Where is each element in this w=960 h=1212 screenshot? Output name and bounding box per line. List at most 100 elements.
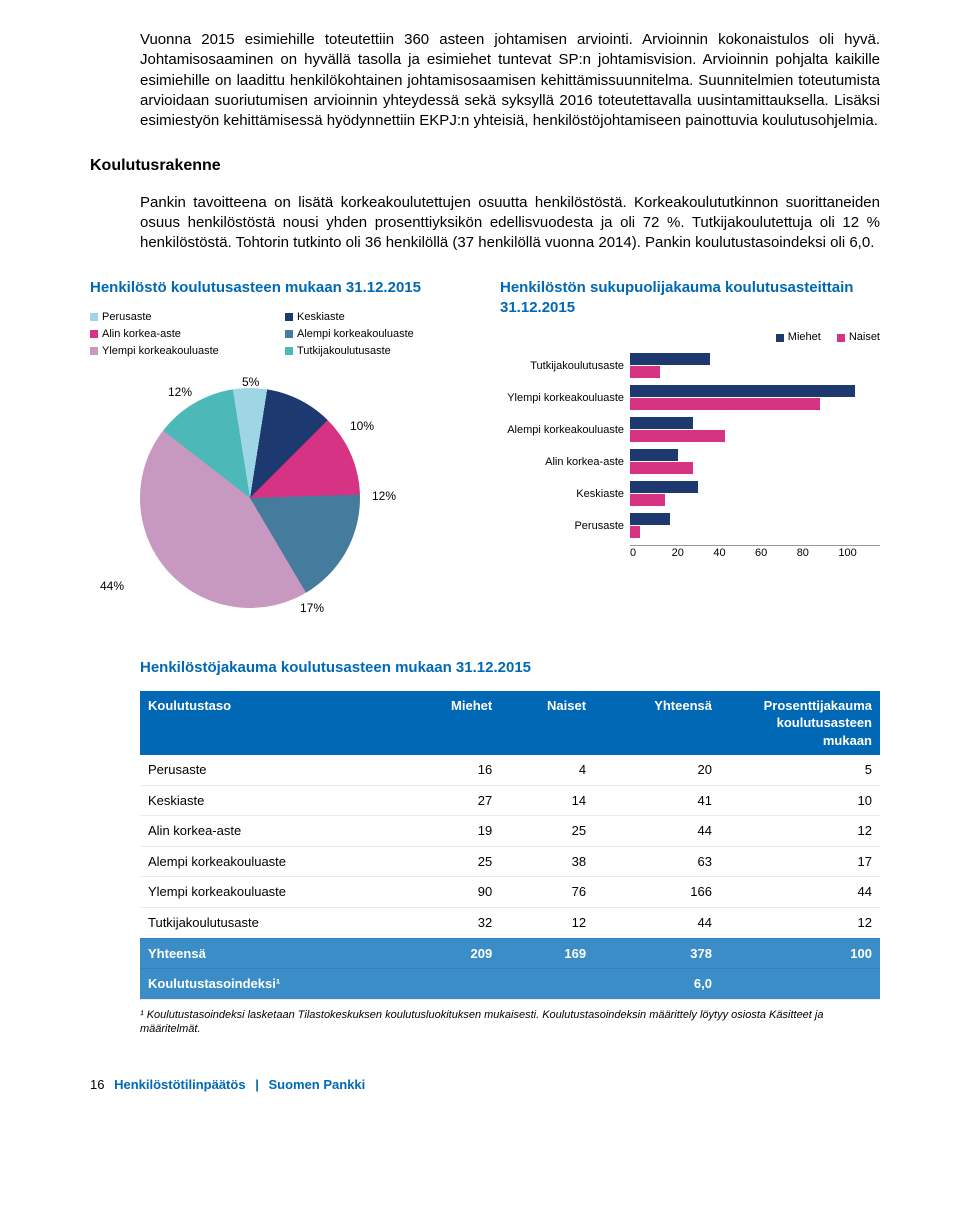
footer-right: Suomen Pankki bbox=[268, 1077, 365, 1092]
table-cell: 20 bbox=[594, 755, 720, 785]
bar-track bbox=[630, 513, 880, 539]
pie-chart-column: Henkilöstö koulutusasteen mukaan 31.12.2… bbox=[90, 278, 470, 629]
pie-label-5: 5% bbox=[242, 374, 259, 390]
bar-naiset bbox=[630, 398, 820, 410]
table-row: Ylempi korkeakouluaste907616644 bbox=[140, 877, 880, 908]
table-cell: Alin korkea-aste bbox=[140, 816, 403, 847]
table-cell bbox=[500, 969, 594, 1000]
intro-paragraph: Vuonna 2015 esimiehille toteutettiin 360… bbox=[140, 30, 880, 131]
table-cell: 19 bbox=[403, 816, 501, 847]
legend-label-miehet: Miehet bbox=[788, 330, 821, 345]
bar-legend: Miehet Naiset bbox=[500, 330, 880, 345]
bar-row: Perusaste bbox=[500, 513, 880, 539]
table-cell: 76 bbox=[500, 877, 594, 908]
table-section: Henkilöstöjakauma koulutusasteen mukaan … bbox=[140, 658, 880, 1036]
table-cell: 63 bbox=[594, 846, 720, 877]
table-cell: 378 bbox=[594, 938, 720, 969]
bar-row: Alin korkea-aste bbox=[500, 449, 880, 475]
table-row: Alempi korkeakouluaste25386317 bbox=[140, 846, 880, 877]
table-cell: 16 bbox=[403, 755, 501, 785]
legend-swatch bbox=[285, 347, 293, 355]
table-cell: 169 bbox=[500, 938, 594, 969]
bar-miehet bbox=[630, 353, 710, 365]
bar-row: Ylempi korkeakouluaste bbox=[500, 385, 880, 411]
bar-chart-title: Henkilöstön sukupuolijakauma koulutusast… bbox=[500, 278, 880, 319]
table-header-cell: Yhteensä bbox=[594, 691, 720, 756]
table-index-row: Koulutustasoindeksi¹6,0 bbox=[140, 969, 880, 1000]
table-cell: 12 bbox=[500, 908, 594, 939]
bar-miehet bbox=[630, 449, 678, 461]
axis-tick: 60 bbox=[755, 546, 797, 561]
table-cell: Koulutustasoindeksi¹ bbox=[140, 969, 403, 1000]
legend-swatch bbox=[285, 313, 293, 321]
bar-track bbox=[630, 481, 880, 507]
legend-swatch bbox=[90, 313, 98, 321]
legend-swatch bbox=[90, 330, 98, 338]
table-row: Alin korkea-aste19254412 bbox=[140, 816, 880, 847]
bar-miehet bbox=[630, 481, 698, 493]
table-header-cell: Naiset bbox=[500, 691, 594, 756]
bar-naiset bbox=[630, 430, 725, 442]
charts-row: Henkilöstö koulutusasteen mukaan 31.12.2… bbox=[90, 278, 880, 629]
table-cell: 32 bbox=[403, 908, 501, 939]
table-cell: Keskiaste bbox=[140, 785, 403, 816]
pie-legend: PerusasteKeskiasteAlin korkea-asteAlempi… bbox=[90, 310, 470, 359]
bar-naiset bbox=[630, 462, 693, 474]
education-table: KoulutustasoMiehetNaisetYhteensäProsentt… bbox=[140, 691, 880, 1000]
table-cell: Yhteensä bbox=[140, 938, 403, 969]
table-cell: 44 bbox=[594, 908, 720, 939]
axis-tick: 0 bbox=[630, 546, 672, 561]
bar-label: Alempi korkeakouluaste bbox=[500, 423, 630, 438]
legend-label-naiset: Naiset bbox=[849, 330, 880, 345]
table-header-cell: Koulutustaso bbox=[140, 691, 403, 756]
table-cell: 10 bbox=[720, 785, 880, 816]
bar-naiset bbox=[630, 494, 665, 506]
table-header-cell: Miehet bbox=[403, 691, 501, 756]
section-paragraph: Pankin tavoitteena on lisätä korkeakoulu… bbox=[140, 193, 880, 254]
pie-legend-item: Keskiaste bbox=[285, 310, 470, 325]
axis-tick: 40 bbox=[713, 546, 755, 561]
table-cell: 25 bbox=[500, 816, 594, 847]
pie-legend-item: Ylempi korkeakouluaste bbox=[90, 344, 275, 359]
bar-naiset bbox=[630, 526, 640, 538]
legend-swatch bbox=[90, 347, 98, 355]
table-cell: 4 bbox=[500, 755, 594, 785]
bar-label: Tutkijakoulutusaste bbox=[500, 359, 630, 374]
bar-axis: 020406080100 bbox=[630, 545, 880, 561]
bar-miehet bbox=[630, 385, 855, 397]
pie-chart-title: Henkilöstö koulutusasteen mukaan 31.12.2… bbox=[90, 278, 470, 298]
table-row: Keskiaste27144110 bbox=[140, 785, 880, 816]
pie-label-10: 10% bbox=[350, 418, 374, 434]
legend-label: Perusaste bbox=[102, 310, 152, 325]
table-cell: 90 bbox=[403, 877, 501, 908]
table-row: Tutkijakoulutusaste32124412 bbox=[140, 908, 880, 939]
pie-label-12b: 12% bbox=[168, 384, 192, 400]
table-cell: Alempi korkeakouluaste bbox=[140, 846, 403, 877]
table-cell: 12 bbox=[720, 908, 880, 939]
bar-track bbox=[630, 449, 880, 475]
table-title: Henkilöstöjakauma koulutusasteen mukaan … bbox=[140, 658, 880, 678]
table-cell: 166 bbox=[594, 877, 720, 908]
bar-chart: Tutkijakoulutusaste Ylempi korkeakouluast… bbox=[500, 353, 880, 539]
table-cell bbox=[720, 969, 880, 1000]
table-footnote: ¹ Koulutustasoindeksi lasketaan Tilastok… bbox=[140, 1008, 880, 1037]
pie-chart: 5% 10% 12% 17% 44% 12% bbox=[90, 368, 410, 628]
bar-track bbox=[630, 417, 880, 443]
pie-label-17: 17% bbox=[300, 600, 324, 616]
table-total-row: Yhteensä209169378100 bbox=[140, 938, 880, 969]
table-header-cell: Prosenttijakauma koulutusasteen mukaan bbox=[720, 691, 880, 756]
table-cell: 14 bbox=[500, 785, 594, 816]
bar-track bbox=[630, 353, 880, 379]
bar-label: Alin korkea-aste bbox=[500, 455, 630, 470]
pie-label-44: 44% bbox=[100, 578, 124, 594]
page-number: 16 bbox=[90, 1077, 104, 1092]
legend-label: Keskiaste bbox=[297, 310, 345, 325]
legend-label: Ylempi korkeakouluaste bbox=[102, 344, 219, 359]
legend-label: Alempi korkeakouluaste bbox=[297, 327, 414, 342]
footer-separator: | bbox=[255, 1077, 259, 1092]
bar-row: Keskiaste bbox=[500, 481, 880, 507]
legend-label: Tutkijakoulutusaste bbox=[297, 344, 391, 359]
pie-circle bbox=[140, 388, 360, 608]
pie-label-12a: 12% bbox=[372, 488, 396, 504]
table-cell: Ylempi korkeakouluaste bbox=[140, 877, 403, 908]
